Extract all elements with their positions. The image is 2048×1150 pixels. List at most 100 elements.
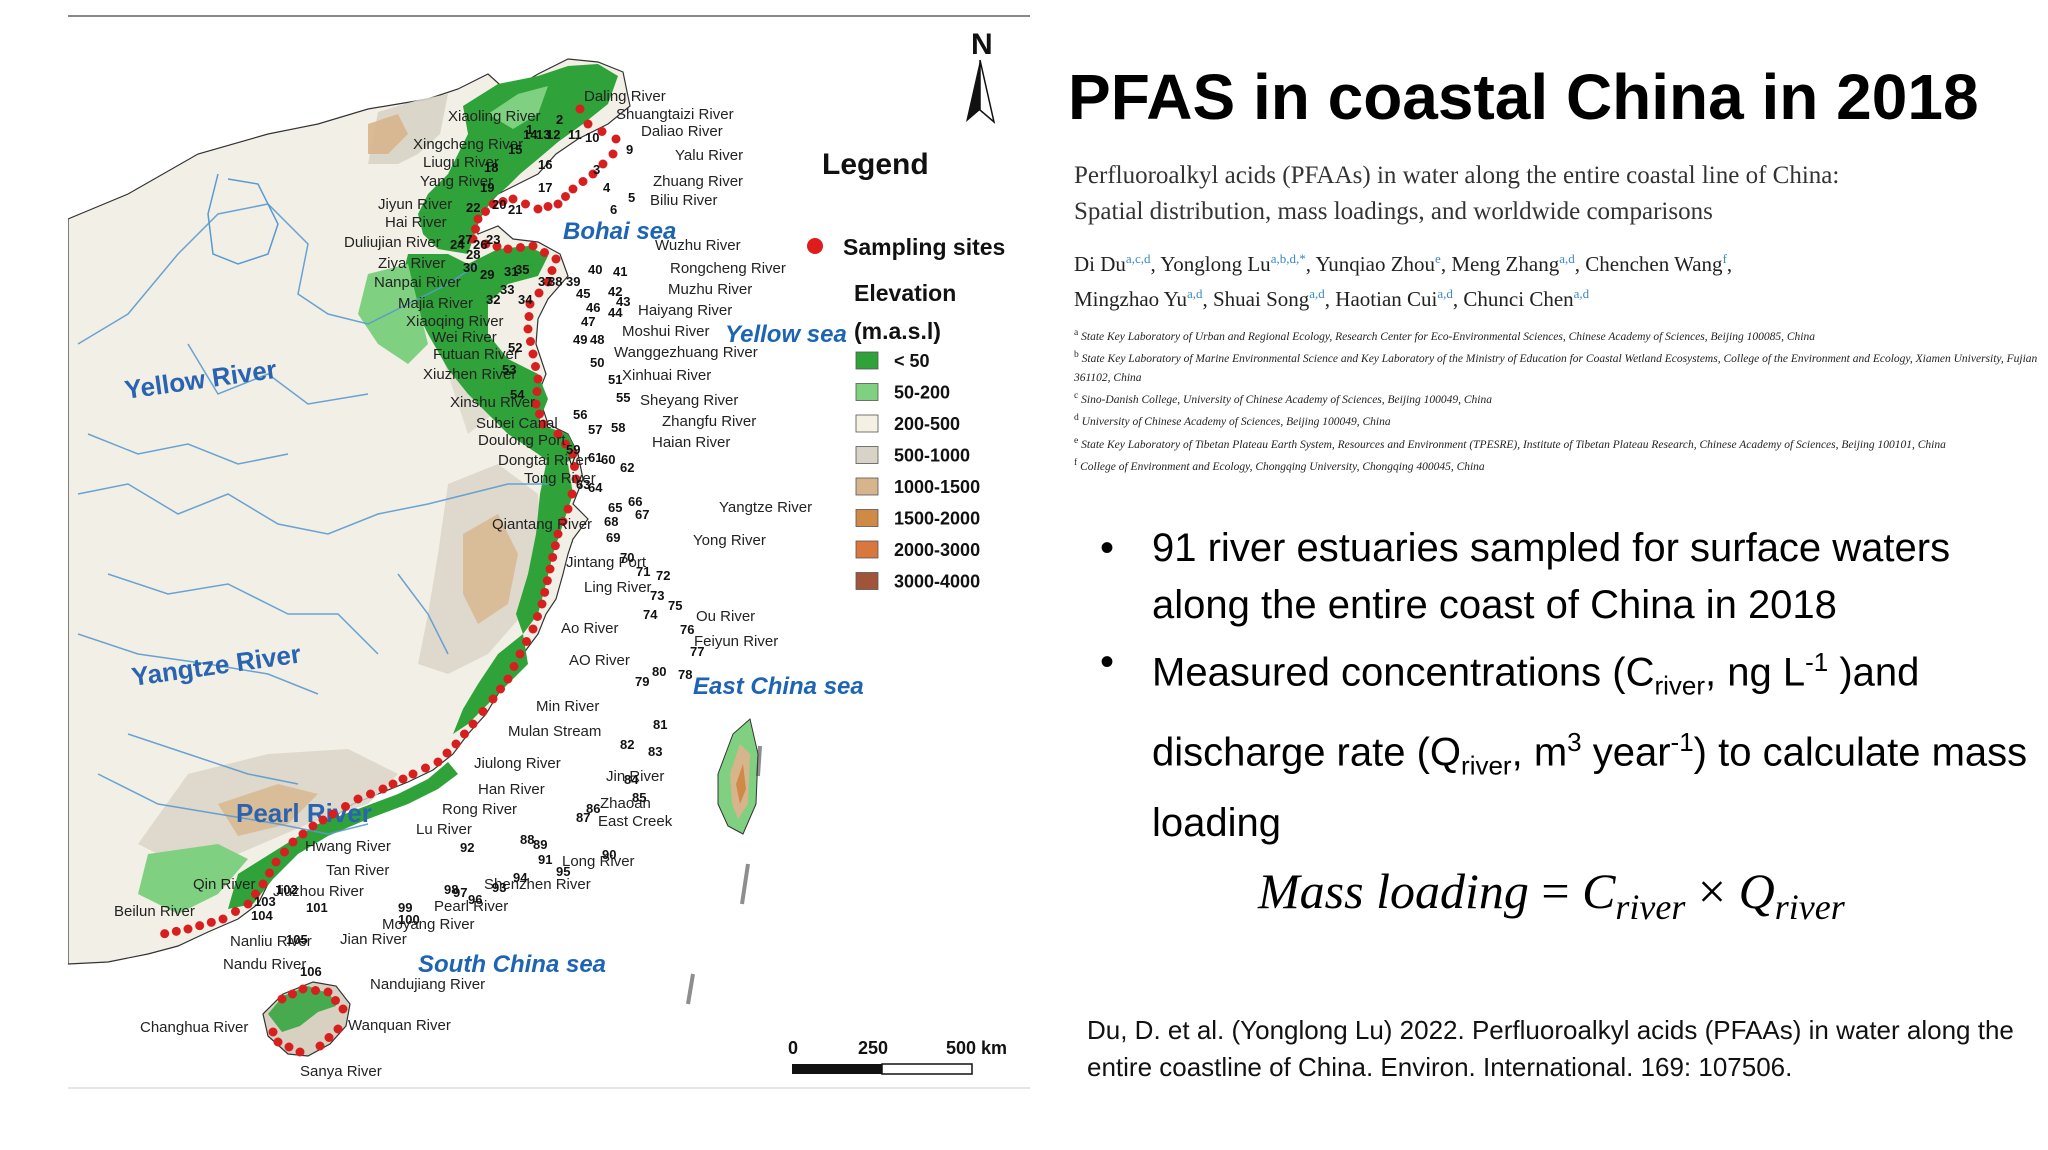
label-ziya: Ziya River (378, 255, 446, 272)
sea-yellow: Yellow sea (725, 321, 847, 348)
site-number: 42 (608, 284, 622, 299)
site-number: 51 (608, 372, 622, 387)
site-number: 33 (500, 282, 514, 297)
site-number: 19 (480, 180, 494, 195)
author-name: Chenchen Wang (1585, 252, 1723, 276)
sampling-site-dot (561, 439, 570, 449)
sampling-site-dot (496, 684, 505, 694)
sampling-site-dot (503, 674, 513, 684)
site-number: 68 (604, 514, 618, 529)
elevation-class-label: 500-1000 (894, 446, 970, 466)
site-number: 46 (586, 300, 600, 315)
label-jiuzhou: Jiuzhou River (273, 883, 364, 900)
site-number: 54 (510, 387, 525, 402)
elevation-swatch (855, 540, 879, 559)
sampling-site-dot (523, 324, 533, 334)
sampling-site-dot (258, 879, 268, 889)
sampling-site-dot (315, 1041, 325, 1051)
label-shenzhen: Shenzhen River (484, 876, 591, 893)
site-number: 96 (468, 892, 482, 907)
label-xiuzhen: Xiuzhen River (423, 366, 516, 383)
sampling-site-dot (553, 199, 563, 209)
sampling-site-dot (597, 127, 607, 136)
slide-title: PFAS in coastal China in 2018 (1068, 61, 1979, 133)
site-number: 47 (581, 314, 595, 329)
site-number: 3 (593, 162, 600, 177)
paper-authors: Di Dua,c,d, Yonglong Lua,b,d,*, Yunqiao … (1074, 251, 1733, 311)
site-number: 38 (548, 274, 562, 289)
author-affil-marker: a,d (1559, 251, 1575, 266)
sampling-site-legend-icon (807, 238, 823, 254)
sampling-site-dot (265, 868, 274, 878)
site-number: 20 (492, 197, 506, 212)
label-liugu: Liugu River (423, 154, 499, 171)
sampling-site-dot (251, 889, 260, 899)
elevation-swatch (855, 509, 879, 527)
site-number: 88 (520, 832, 534, 847)
sampling-site-dot (568, 184, 578, 194)
sampling-site-dot (611, 134, 621, 144)
site-number: 40 (588, 262, 602, 277)
site-number: 103 (254, 894, 276, 909)
sea-east-china: East China sea (693, 673, 864, 700)
svg-text:0: 0 (788, 1038, 798, 1058)
label-ou: Ou River (696, 608, 755, 625)
sampling-site-dot (534, 288, 544, 298)
site-number: 53 (502, 362, 516, 377)
sampling-site-dot (543, 277, 553, 287)
affiliation: d University of Chinese Academy of Scien… (1074, 412, 1391, 429)
label-futuan: Futuan River (433, 346, 519, 363)
sampling-site-dot (575, 104, 585, 114)
label-yang: Yang River (420, 173, 493, 190)
sampling-site-dot (540, 248, 549, 257)
label-east-creek: East Creek (598, 813, 673, 830)
label-mulan: Mulan Stream (508, 723, 601, 740)
sampling-site-dot (570, 462, 579, 471)
site-number: 71 (636, 564, 650, 579)
sampling-site-dot (522, 637, 531, 646)
site-number: 48 (590, 332, 604, 347)
sampling-site-dot (533, 612, 542, 621)
site-number: 78 (678, 667, 692, 682)
sampling-site-dot (598, 159, 608, 169)
sampling-site-dot (531, 399, 541, 409)
site-number: 22 (466, 200, 480, 215)
bullet-item: • 91 river estuaries sampled for surface… (1100, 520, 2030, 634)
sampling-site-dot (308, 821, 318, 831)
site-number: 70 (620, 550, 634, 565)
site-number: 87 (576, 810, 590, 825)
site-number: 86 (586, 801, 600, 816)
sampling-site-dot (442, 748, 452, 758)
label-rong: Rong River (442, 801, 517, 818)
site-number: 84 (624, 772, 639, 787)
site-number: 37 (538, 274, 552, 289)
sampling-site-dot (508, 194, 518, 204)
author-name: Di Du (1074, 252, 1126, 276)
label-subei: Subei Canal (476, 415, 558, 432)
site-number: 77 (690, 644, 704, 659)
svg-text:Sampling sites: Sampling sites (843, 234, 1005, 260)
site-number: 11 (568, 127, 582, 142)
site-number: 95 (556, 864, 570, 879)
site-number: 102 (276, 882, 298, 897)
sampling-site-dot (528, 349, 538, 359)
sampling-site-dot (231, 907, 240, 916)
label-wanggezhuang: Wanggezhuang River (614, 344, 758, 361)
site-number: 59 (566, 442, 580, 457)
label-nandujiang: Nandujiang River (370, 976, 485, 993)
sampling-site-dot (540, 587, 550, 597)
site-number: 56 (573, 407, 587, 422)
bullet-item: • Measured concentrations (Criver, ng L-… (1100, 634, 2030, 852)
label-sanya: Sanya River (300, 1063, 382, 1080)
site-number: 72 (656, 568, 670, 583)
label-jian: Jian River (340, 931, 407, 948)
sampling-site-dot (537, 599, 547, 609)
sampling-site-dot (516, 243, 525, 252)
site-number: 13 (536, 127, 550, 142)
sampling-site-dot (515, 649, 525, 659)
sampling-site-dot (218, 914, 228, 924)
site-number: 90 (602, 847, 616, 862)
sampling-site-dot (388, 779, 398, 789)
sampling-site-dot (526, 337, 535, 346)
river-labels: Daling River Xiaoling River Shuangtaizi … (114, 88, 812, 1080)
